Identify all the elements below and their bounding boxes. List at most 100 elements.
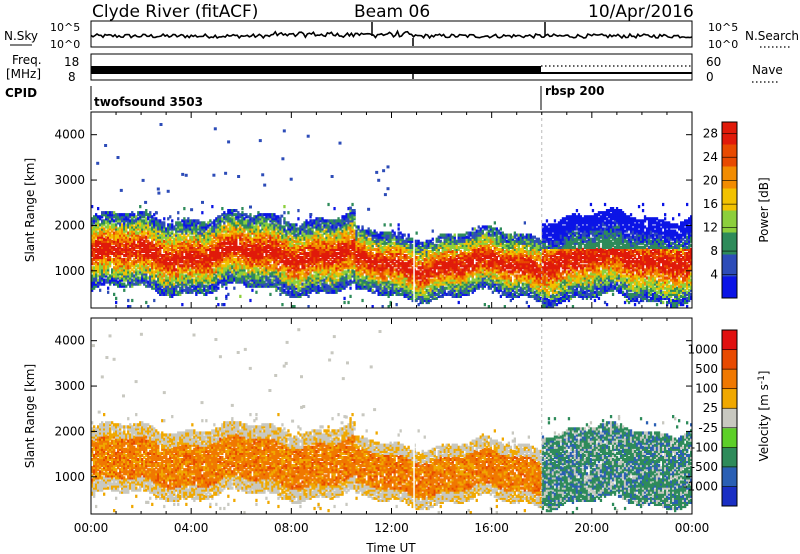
echo-cell	[203, 264, 206, 268]
echo-cell	[103, 241, 106, 245]
echo-cell	[163, 260, 166, 264]
echo-cell	[209, 249, 212, 254]
echo-cell	[105, 264, 108, 268]
echo-cell	[123, 282, 126, 286]
echo-cell	[127, 272, 130, 276]
echo-cell	[225, 237, 228, 241]
echo-cell	[97, 223, 100, 227]
echo-cell	[227, 209, 230, 213]
echo-cell	[137, 235, 140, 239]
echo-cell	[205, 245, 208, 249]
echo-cell	[117, 219, 120, 223]
echo-cell	[171, 247, 174, 251]
echo-cell	[187, 249, 190, 254]
echo-cell	[199, 231, 202, 235]
echo-cell	[225, 266, 228, 270]
echo-cell	[107, 211, 110, 215]
echo-cell	[203, 225, 206, 229]
echo-cell	[161, 229, 164, 233]
echo-cell	[201, 223, 204, 227]
echo-cell	[211, 221, 214, 225]
echo-cell	[273, 223, 276, 227]
echo-cell	[221, 272, 224, 276]
echo-cell	[123, 288, 126, 292]
echo-cell	[223, 260, 226, 264]
echo-cell	[165, 268, 168, 272]
echo-cell	[99, 262, 102, 266]
echo-cell	[253, 225, 256, 229]
echo-cell	[139, 262, 142, 266]
echo-cell	[193, 225, 196, 229]
echo-cell	[209, 223, 212, 227]
echo-cell	[197, 254, 200, 258]
echo-cell	[133, 219, 136, 223]
echo-cell	[151, 278, 154, 282]
echo-cell	[177, 223, 180, 227]
echo-cell	[307, 272, 310, 276]
echo-cell	[239, 219, 242, 223]
echo-cell	[109, 213, 112, 217]
echo-cell	[93, 243, 96, 247]
echo-cell	[225, 225, 228, 229]
echo-cell	[107, 231, 110, 235]
echo-cell	[99, 280, 102, 284]
echo-cell	[137, 276, 140, 280]
echo-cell	[171, 274, 174, 278]
freq-tick-bottom: 8	[68, 70, 76, 84]
echo-cell	[177, 282, 180, 286]
echo-cell	[209, 241, 212, 245]
echo-cell	[121, 251, 124, 256]
echo-cell	[357, 266, 360, 270]
echo-cell	[191, 231, 194, 235]
echo-cell	[129, 256, 132, 260]
echo-cell	[97, 219, 100, 223]
echo-cell	[387, 290, 390, 294]
echo-cell	[203, 280, 206, 284]
echo-cell	[141, 270, 144, 274]
echo-cell	[91, 262, 94, 266]
echo-cell	[173, 288, 176, 292]
echo-cell	[183, 233, 186, 237]
echo-cell	[177, 227, 180, 231]
echo-cell	[201, 245, 204, 249]
echo-cell	[349, 239, 352, 243]
echo-cell	[221, 266, 224, 270]
echo-cell	[147, 276, 150, 280]
echo-cell	[111, 268, 114, 272]
echo-cell	[217, 266, 220, 270]
echo-cell	[215, 251, 218, 256]
echo-cell	[207, 241, 210, 245]
echo-cell	[169, 274, 172, 278]
echo-cell	[111, 278, 114, 282]
echo-cell	[215, 225, 218, 229]
echo-cell	[119, 239, 122, 243]
echo-cell	[337, 251, 340, 256]
echo-cell	[185, 288, 188, 292]
echo-cell	[271, 264, 274, 268]
echo-cell	[211, 247, 214, 251]
echo-cell	[187, 290, 190, 294]
echo-cell	[103, 237, 106, 241]
echo-cell	[367, 264, 370, 268]
echo-cell	[175, 280, 178, 284]
echo-cell	[203, 260, 206, 264]
echo-cell	[157, 235, 160, 239]
echo-cell	[185, 241, 188, 245]
echo-cell	[195, 254, 198, 258]
echo-cell	[219, 268, 222, 272]
echo-cell	[153, 278, 156, 282]
echo-cell	[135, 233, 138, 237]
echo-cell	[171, 245, 174, 249]
echo-cell	[197, 262, 200, 266]
echo-cell	[99, 282, 102, 286]
echo-cell	[211, 284, 214, 288]
echo-cell	[393, 262, 396, 266]
echo-cell	[155, 282, 158, 286]
echo-cell	[129, 274, 132, 278]
echo-cell	[143, 280, 146, 284]
echo-cell	[167, 227, 170, 231]
echo-cell	[189, 284, 192, 288]
echo-cell	[129, 266, 132, 270]
echo-cell	[159, 239, 162, 243]
echo-cell	[193, 239, 196, 243]
